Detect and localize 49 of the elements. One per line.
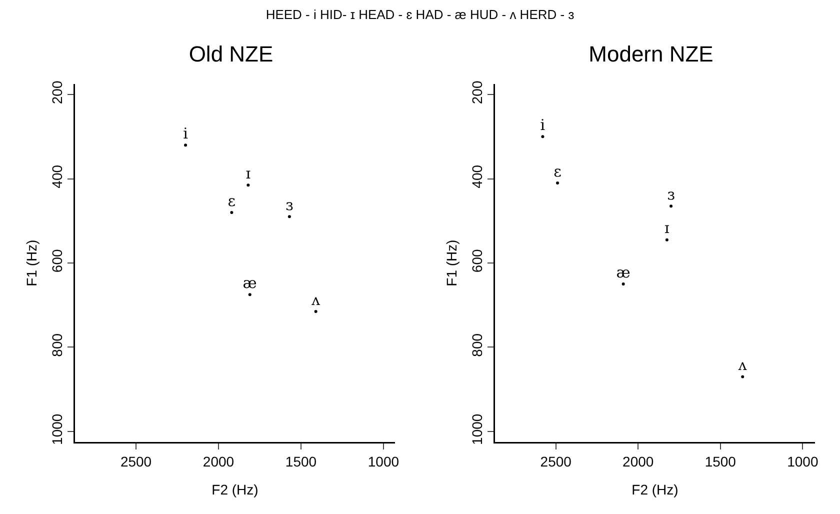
chart-title: Old NZE: [188, 41, 274, 66]
y-tick-label: 1000: [48, 414, 65, 445]
x-axis-title: F2 (Hz): [212, 482, 258, 498]
point: [248, 293, 252, 296]
series-label: æ: [242, 274, 257, 292]
y-axis-title: F1 (Hz): [444, 240, 460, 286]
y-tick-label: 600: [468, 249, 485, 273]
series-label: æ: [616, 263, 630, 282]
series-label: ɪ: [664, 219, 670, 238]
x-tick-label: 2500: [120, 453, 152, 470]
point: [230, 210, 234, 214]
y-tick-label: 800: [468, 333, 485, 357]
x-axis-title: F2 (Hz): [632, 482, 678, 498]
series-label: ɛ: [228, 192, 236, 210]
y-tick-label: 200: [48, 80, 65, 104]
x-tick-label: 1000: [368, 453, 400, 470]
series-label: ʌ: [310, 290, 321, 309]
series-label: ɜ: [286, 196, 294, 214]
x-tick-label: 2000: [202, 453, 234, 470]
x-tick-label: 1500: [285, 453, 317, 470]
text: HEED - i HID- ɪ HEAD - ɛ HAD - æ HUD - ʌ HERD - ɜ: [264, 6, 576, 24]
y-axis-title: F1 (Hz): [24, 240, 40, 286]
chart-title: Modern NZE: [588, 41, 714, 66]
y-tick-label: 400: [468, 164, 485, 188]
point: [246, 184, 250, 187]
point: [288, 215, 291, 218]
series-label: ɜ: [667, 186, 676, 204]
series-label: ɛ: [554, 162, 562, 180]
point: [184, 144, 188, 147]
x-tick-label: 2000: [622, 453, 654, 470]
series-label: i: [183, 124, 188, 142]
point: [541, 135, 544, 138]
point: [670, 204, 673, 208]
series-label: i: [540, 116, 546, 134]
point: [556, 181, 560, 184]
x-tick-label: 1500: [704, 453, 736, 470]
x-tick-label: 1000: [787, 453, 818, 470]
point: [622, 282, 625, 286]
x-tick-label: 2500: [540, 453, 572, 470]
y-tick-label: 1000: [468, 414, 485, 445]
y-tick-label: 600: [48, 249, 65, 273]
point: [741, 375, 744, 378]
series-label: ʌ: [737, 356, 748, 374]
series-label: ɪ: [246, 164, 251, 182]
y-tick-label: 400: [48, 164, 65, 188]
y-tick-label: 200: [468, 80, 485, 104]
point: [665, 238, 668, 242]
y-tick-label: 800: [48, 333, 65, 357]
point: [314, 310, 318, 313]
